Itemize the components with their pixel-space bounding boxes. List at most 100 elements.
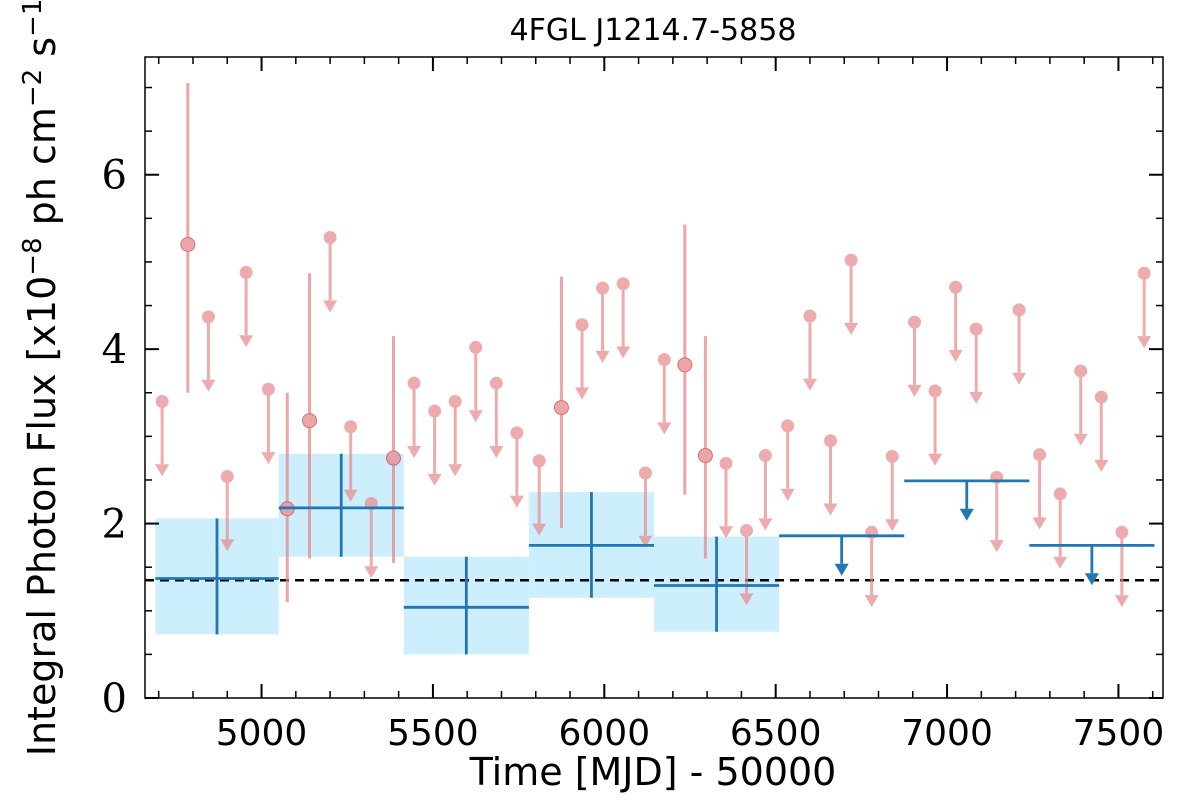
upper-limit-arrowhead	[239, 335, 254, 348]
y-tick-label: 2	[102, 502, 127, 548]
short-bin-upper-limit	[969, 322, 984, 404]
upper-limit-arrowhead	[532, 523, 547, 536]
detection-point	[180, 237, 196, 253]
short-bin-detection	[697, 336, 713, 559]
short-bin-upper-limit	[780, 419, 795, 501]
upper-limit-point	[239, 265, 253, 279]
upper-limit-point	[323, 231, 337, 245]
upper-limit-arrowhead	[638, 535, 653, 548]
plot-frame	[144, 56, 1164, 699]
upper-limit-point	[220, 469, 234, 483]
detection-point	[697, 448, 713, 464]
y-axis-label: Integral Photon Flux [x10−8 ph cm−2 s−1]	[18, 0, 64, 756]
upper-limit-point	[448, 394, 462, 408]
detection-point	[302, 413, 318, 429]
y-tick-label: 6	[102, 153, 127, 199]
long-bin-detection	[528, 492, 654, 598]
long-bin-upper-limit	[904, 479, 1030, 521]
upper-limit-arrowhead	[989, 540, 1004, 553]
short-bin-upper-limit	[509, 426, 524, 508]
upper-limit-point	[155, 394, 169, 408]
long-bin-layer	[155, 453, 1155, 655]
axis-ticks	[145, 57, 1163, 699]
upper-limit-point	[1053, 487, 1067, 501]
short-bin-upper-limit	[907, 315, 922, 397]
upper-limit-point	[596, 281, 610, 295]
upper-limit-point	[928, 384, 942, 398]
y-axis-label-main: Integral Photon Flux [x10	[20, 276, 64, 757]
upper-limit-point	[638, 466, 652, 480]
upper-limit-point	[657, 353, 671, 367]
upper-limit-point	[969, 322, 983, 336]
upper-limit-point	[740, 524, 754, 538]
upper-limit-point	[510, 426, 524, 440]
short-bin-upper-limit	[448, 394, 463, 477]
upper-limit-arrowhead	[739, 593, 754, 606]
short-bin-upper-limit	[427, 404, 442, 486]
detection-point	[553, 400, 569, 416]
short-bin-upper-limit	[532, 454, 547, 536]
upper-limit-arrowhead	[1114, 595, 1129, 608]
upper-limit-point	[428, 404, 442, 418]
upper-limit-arrowhead	[1073, 433, 1088, 446]
long-bin-upper-limit	[779, 534, 905, 576]
axis-tick-labels: 5000 5500 6000 6500 7000 7500 0 2 4 6	[102, 153, 1165, 754]
upper-limit-arrowhead	[201, 379, 216, 392]
short-bin-upper-limit	[1073, 364, 1088, 446]
short-bin-upper-limit	[616, 277, 631, 359]
upper-limit-arrowhead	[823, 503, 838, 516]
long-bin-upper-limit	[1029, 543, 1155, 586]
short-bin-upper-limit	[468, 340, 483, 423]
upper-limit-arrowhead	[1053, 556, 1068, 569]
short-bin-upper-limit	[201, 310, 216, 392]
short-bin-upper-limit	[758, 449, 773, 531]
upper-limit-arrowhead	[1094, 459, 1109, 472]
upper-limit-arrowhead	[509, 495, 524, 508]
upper-limit-point	[907, 315, 921, 329]
upper-limit-point	[803, 309, 817, 323]
short-bin-upper-limit	[261, 382, 276, 465]
long-bin-detection	[155, 518, 279, 635]
upper-limit-arrowhead	[885, 519, 900, 532]
short-bin-detection	[386, 336, 402, 563]
upper-limit-arrowhead	[928, 453, 943, 466]
upper-limit-arrowhead	[758, 518, 773, 531]
short-bin-detection	[302, 273, 318, 559]
upper-limit-arrowhead	[718, 526, 733, 539]
short-bin-upper-limit	[1012, 303, 1027, 385]
upper-limit-arrowhead	[468, 410, 483, 423]
upper-limit-point	[532, 454, 546, 468]
short-bin-upper-limit	[802, 309, 817, 391]
y-tick-label: 4	[102, 327, 127, 373]
short-bin-upper-limit	[1137, 266, 1152, 349]
y-axis-label-exp2: −2	[18, 69, 48, 107]
short-bin-upper-limit	[948, 280, 963, 363]
x-tick-label: 7000	[901, 713, 993, 754]
x-tick-label: 7500	[1073, 713, 1165, 754]
detection-point	[386, 450, 402, 466]
upper-limit-arrowhead	[261, 452, 276, 465]
upper-limit-point	[575, 318, 589, 332]
upper-limit-point	[1033, 448, 1047, 462]
upper-limit-point	[1012, 303, 1026, 317]
short-bin-upper-limit	[595, 281, 610, 363]
short-bin-upper-limit	[989, 470, 1004, 553]
upper-limit-arrowhead	[364, 566, 379, 579]
short-bin-upper-limit	[407, 376, 422, 458]
short-bin-upper-limit	[1114, 525, 1129, 608]
short-bin-upper-limit	[1032, 448, 1047, 530]
upper-limit-point	[949, 280, 963, 294]
short-bin-upper-limit	[575, 318, 590, 400]
upper-limit-arrowhead	[1012, 372, 1027, 385]
upper-limit-point	[261, 382, 275, 396]
short-bin-upper-limit	[638, 466, 653, 548]
upper-limit-arrowhead	[448, 464, 463, 477]
x-tick-label: 5500	[387, 713, 479, 754]
upper-limit-point	[1074, 364, 1088, 378]
x-tick-label: 5000	[216, 713, 308, 754]
short-bin-upper-limit	[823, 434, 838, 516]
long-bin-ul-arrowhead	[834, 563, 849, 576]
long-bin-ul-arrowhead	[959, 508, 974, 521]
upper-limit-point	[844, 253, 858, 267]
